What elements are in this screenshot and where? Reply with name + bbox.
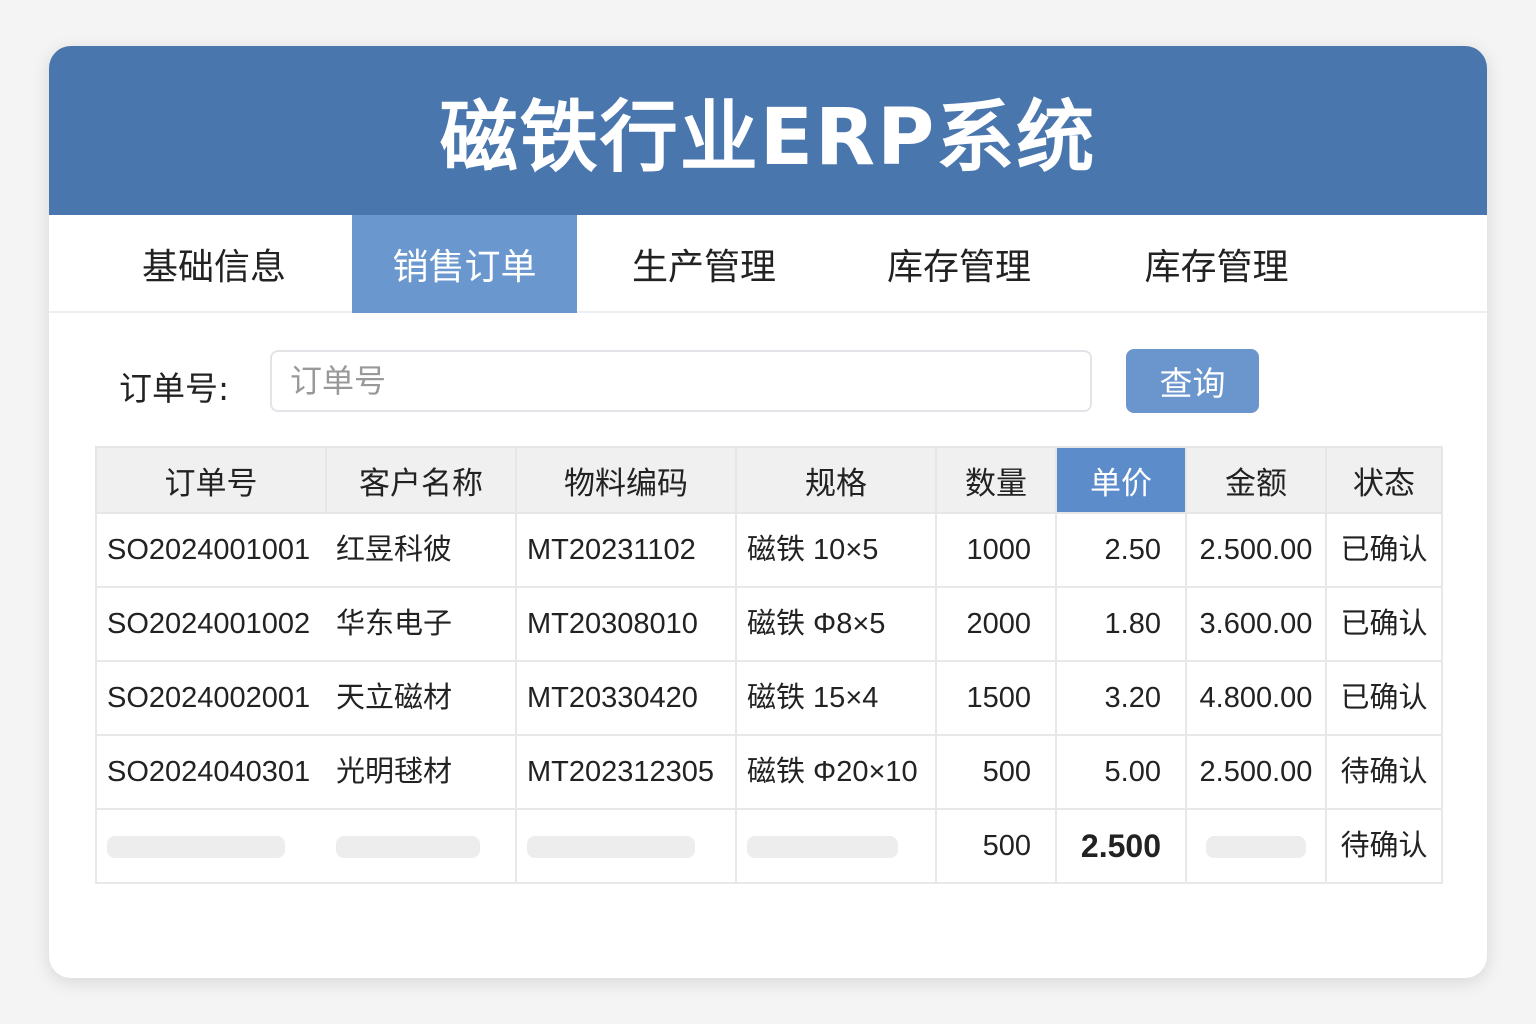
col-qty[interactable]: 数量 [935,446,1057,514]
material-cell: MT20330420 [515,660,737,736]
amount-cell: 3.600.00 [1185,586,1327,662]
qty-cell: 1500 [935,660,1057,736]
order-no-cell: SO2024040301 [95,734,326,810]
price-cell: 1.80 [1055,586,1187,662]
spec-cell: 磁铁 Φ20×10 [735,734,937,810]
status-cell: 已确认 [1325,512,1443,588]
customer-cell: 华东电子 [326,586,517,662]
order-no-cell-placeholder [95,808,326,884]
status-cell: 已确认 [1325,586,1443,662]
material-cell: MT20231102 [515,512,737,588]
table-header: 订单号 客户名称 物料编码 规格 数量 单价 金额 状态 [95,446,1443,514]
amount-cell: 4.800.00 [1185,660,1327,736]
loading-placeholder [527,835,696,858]
qty-cell: 2000 [935,586,1057,662]
status-cell: 待确认 [1325,734,1443,810]
amount-cell-placeholder [1185,808,1327,884]
search-bar: 订单号: 查询 [49,348,1487,414]
table-row[interactable]: SO2024002001 天立磁材 MT20330420 磁铁 15×4 1500 3.2… [95,660,1443,736]
col-price[interactable]: 单价 [1055,446,1187,514]
col-status[interactable]: 状态 [1325,446,1443,514]
material-cell: MT20308010 [515,586,737,662]
loading-placeholder [336,835,480,858]
nav-tabs: 基础信息 销售订单 生产管理 库存管理 库存管理 [49,215,1487,313]
price-cell: 5.00 [1055,734,1187,810]
price-cell: 3.20 [1055,660,1187,736]
col-spec[interactable]: 规格 [735,446,937,514]
erp-window: 磁铁行业ERP系统 基础信息 销售订单 生产管理 库存管理 库存管理 订单号: … [49,46,1487,978]
spec-cell-placeholder [735,808,937,884]
tab-sales-order[interactable]: 销售订单 [352,215,577,313]
tab-inventory-2[interactable]: 库存管理 [1144,247,1289,288]
material-cell-placeholder [515,808,737,884]
qty-cell: 1000 [935,512,1057,588]
price-cell: 2.50 [1055,512,1187,588]
spec-cell: 磁铁 Φ8×5 [735,586,937,662]
order-no-cell: SO2024002001 [95,660,326,736]
order-number-input[interactable] [270,350,1092,412]
orders-table: 订单号 客户名称 物料编码 规格 数量 单价 金额 状态 SO202400100… [95,446,1443,884]
loading-placeholder [747,835,899,858]
customer-cell: 天立磁材 [326,660,517,736]
loading-placeholder [1205,835,1307,858]
table-row[interactable]: 500 2.500 待确认 [95,808,1443,884]
table-row[interactable]: SO2024040301 光明毬材 MT202312305 磁铁 Φ20×10 500 5… [95,734,1443,810]
spec-cell: 磁铁 15×4 [735,660,937,736]
amount-cell: 2.500.00 [1185,512,1327,588]
order-number-label: 订单号: [119,369,230,408]
qty-cell: 500 [935,808,1057,884]
table-row[interactable]: SO2024001001 红昱科彼 MT20231102 磁铁 10×5 1000 2.5… [95,512,1443,588]
customer-cell: 红昱科彼 [326,512,517,588]
material-cell: MT202312305 [515,734,737,810]
price-cell: 2.500 [1055,808,1187,884]
order-no-cell: SO2024001001 [95,512,326,588]
qty-cell: 500 [935,734,1057,810]
amount-cell: 2.500.00 [1185,734,1327,810]
customer-cell: 光明毬材 [326,734,517,810]
col-amount[interactable]: 金额 [1185,446,1327,514]
app-title: 磁铁行业ERP系统 [439,92,1097,183]
col-order-no[interactable]: 订单号 [95,446,327,514]
status-cell: 已确认 [1325,660,1443,736]
tab-production[interactable]: 生产管理 [631,247,776,288]
tab-basic-info[interactable]: 基础信息 [141,247,286,288]
table-row[interactable]: SO2024001002 华东电子 MT20308010 磁铁 Φ8×5 2000 1.8… [95,586,1443,662]
order-no-cell: SO2024001002 [95,586,326,662]
col-customer[interactable]: 客户名称 [325,446,517,514]
spec-cell: 磁铁 10×5 [735,512,937,588]
status-cell: 待确认 [1325,808,1443,884]
loading-placeholder [107,835,285,858]
col-material[interactable]: 物料编码 [515,446,737,514]
app-header: 磁铁行业ERP系统 [49,46,1487,215]
tab-inventory[interactable]: 库存管理 [886,247,1031,288]
query-button[interactable]: 查询 [1126,349,1259,413]
customer-cell-placeholder [326,808,517,884]
